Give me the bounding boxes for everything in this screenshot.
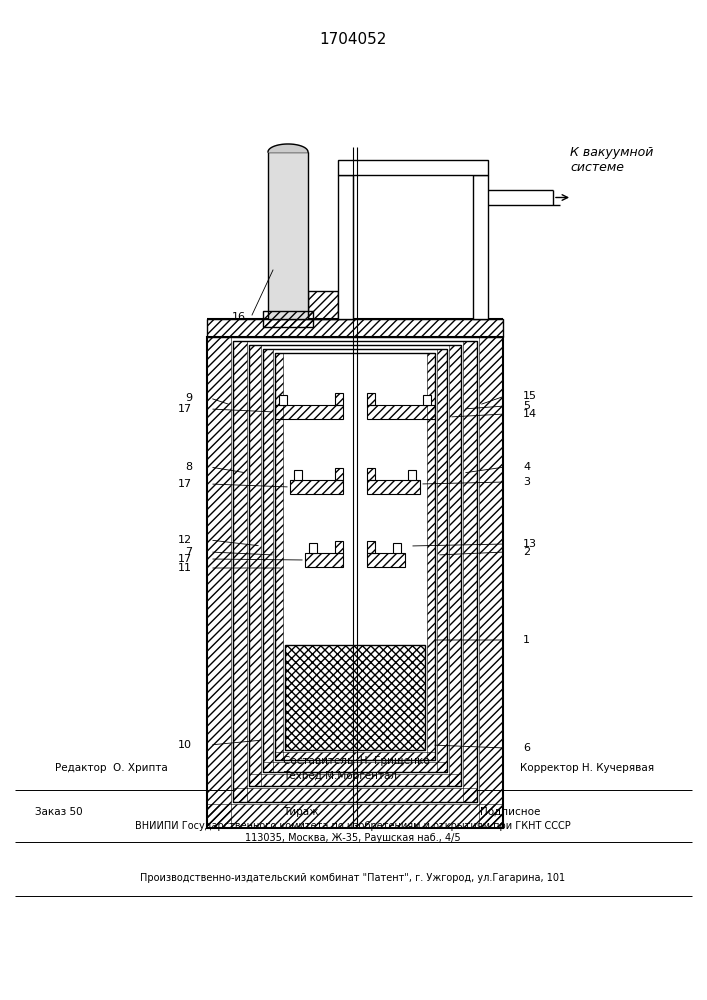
Text: Подписное: Подписное [480, 807, 540, 817]
Text: 12: 12 [178, 535, 192, 545]
Bar [263, 311, 313, 327]
Bar [473, 175, 488, 319]
Bar [338, 175, 353, 319]
Bar [233, 341, 477, 802]
Text: К вакуумной
системе: К вакуумной системе [570, 146, 653, 174]
Bar [335, 393, 343, 405]
Text: Производственно-издательский комбинат "Патент", г. Ужгород, ул.Гагарина, 101: Производственно-издательский комбинат "П… [141, 873, 566, 883]
Bar [285, 645, 425, 750]
Text: 1704052: 1704052 [320, 32, 387, 47]
Bar [427, 353, 435, 760]
Bar [367, 553, 405, 567]
Text: 14: 14 [523, 409, 537, 419]
Bar [207, 337, 231, 828]
Bar [275, 752, 435, 760]
Bar [263, 762, 447, 772]
Text: 4: 4 [523, 462, 530, 472]
Text: 2: 2 [523, 547, 530, 557]
Bar [463, 341, 477, 802]
Bar [249, 345, 461, 786]
Bar [367, 393, 375, 405]
Bar [309, 543, 317, 553]
Text: 13: 13 [523, 539, 537, 549]
Bar [263, 349, 447, 772]
Text: 7: 7 [185, 547, 192, 557]
Bar [275, 405, 343, 419]
Text: 6: 6 [523, 743, 530, 753]
Bar [279, 395, 287, 405]
Bar [207, 337, 503, 828]
Bar [479, 337, 503, 828]
Bar [367, 480, 420, 494]
Bar [275, 353, 435, 760]
Text: 8: 8 [185, 462, 192, 472]
Text: 11: 11 [178, 563, 192, 573]
Text: 9: 9 [185, 393, 192, 403]
Bar [437, 349, 447, 772]
Text: Корректор Н. Кучерявая: Корректор Н. Кучерявая [520, 763, 654, 773]
Bar [290, 480, 343, 494]
Bar [335, 468, 343, 480]
Bar [207, 804, 503, 828]
Polygon shape [268, 144, 308, 152]
Text: 3: 3 [523, 477, 530, 487]
Bar [393, 543, 401, 553]
Bar [335, 541, 343, 553]
Text: 17: 17 [178, 404, 192, 414]
Bar [233, 341, 247, 802]
Text: 17: 17 [178, 554, 192, 564]
Bar [308, 291, 338, 319]
Text: 15: 15 [523, 391, 537, 401]
Bar [408, 470, 416, 480]
Text: 113035, Москва, Ж-35, Раушская наб., 4/5: 113035, Москва, Ж-35, Раушская наб., 4/5 [245, 833, 461, 843]
Bar [367, 405, 435, 419]
Text: Тираж: Тираж [283, 807, 319, 817]
Bar [423, 395, 431, 405]
Bar [233, 788, 477, 802]
Bar [249, 345, 261, 786]
Text: 16: 16 [232, 312, 246, 322]
Bar [294, 470, 302, 480]
Bar [367, 541, 375, 553]
Bar [338, 160, 488, 175]
Bar [449, 345, 461, 786]
Text: Техред М.Моргентал: Техред М.Моргентал [283, 771, 397, 781]
Text: Редактор  О. Хрипта: Редактор О. Хрипта [55, 763, 168, 773]
Text: 10: 10 [178, 740, 192, 750]
Bar [249, 774, 461, 786]
Bar [207, 319, 503, 337]
Text: Составитель  Н. Грищенко: Составитель Н. Грищенко [283, 756, 430, 766]
Text: 1: 1 [523, 635, 530, 645]
Text: 5: 5 [523, 401, 530, 411]
Bar [263, 349, 273, 772]
Text: 17: 17 [178, 479, 192, 489]
Bar [367, 468, 375, 480]
Text: Заказ 50: Заказ 50 [35, 807, 83, 817]
Bar [275, 353, 283, 760]
Bar [305, 553, 343, 567]
Text: ВНИИПИ Государственного комитета по изобретениям и открытиям при ГКНТ СССР: ВНИИПИ Государственного комитета по изоб… [135, 821, 571, 831]
Bar [268, 152, 308, 319]
